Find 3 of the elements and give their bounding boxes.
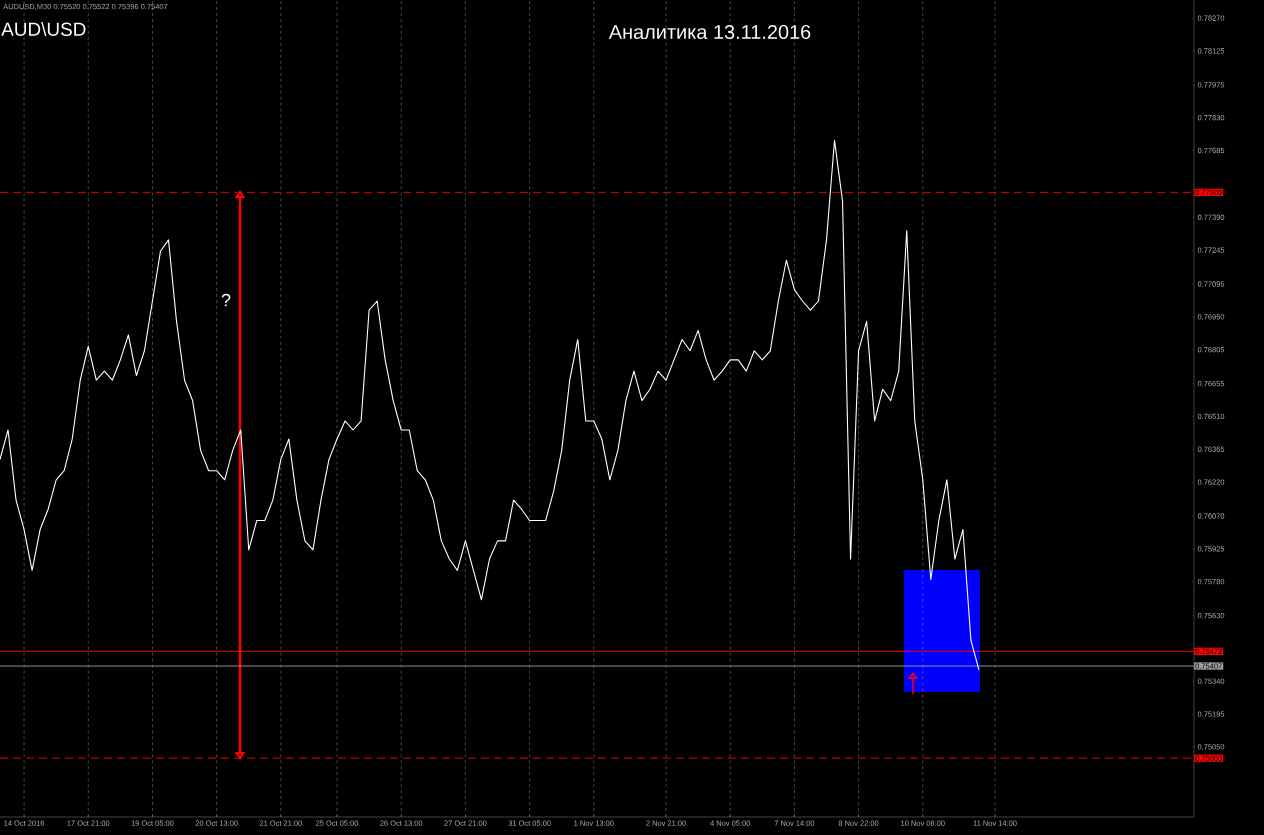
text: Аналитика 13.11.2016 xyxy=(608,24,811,40)
text: AUD\USD xyxy=(1,22,86,36)
annotation: ? xyxy=(221,293,231,307)
